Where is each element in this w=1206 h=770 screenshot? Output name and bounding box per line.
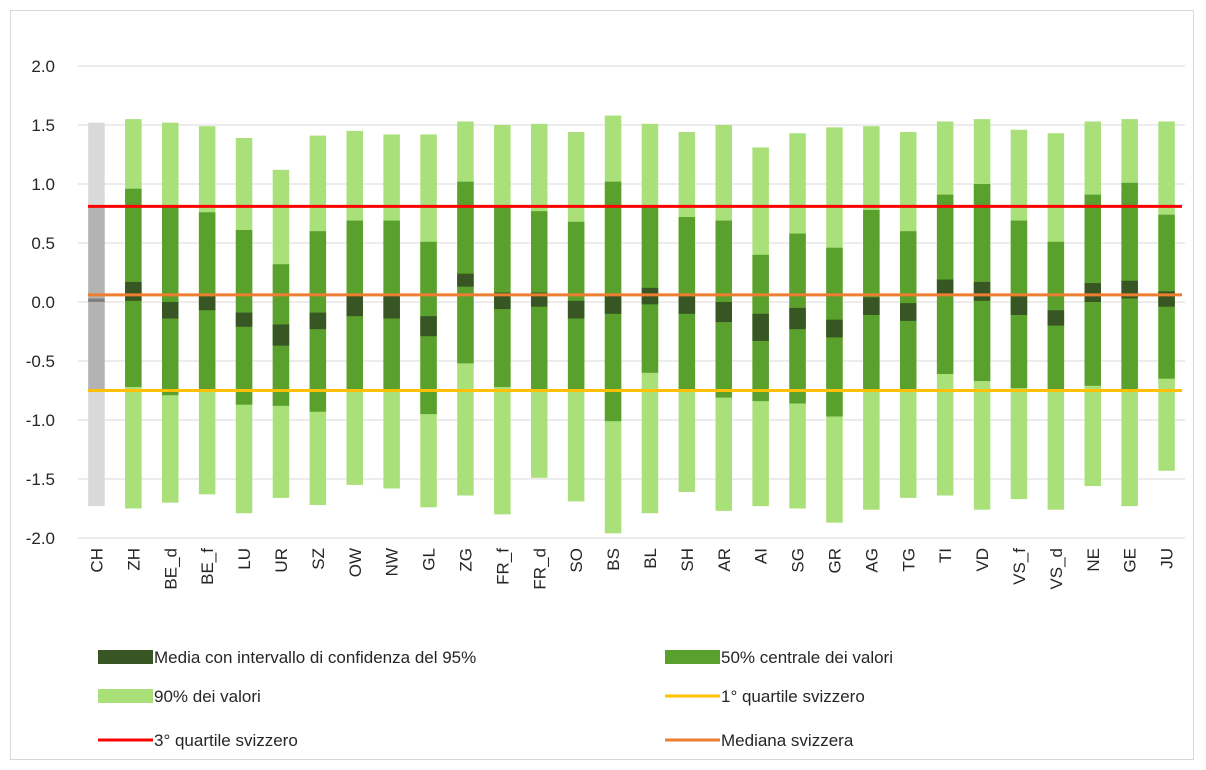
x-tick-label: AR (715, 548, 734, 572)
bar-ci-ur (272, 324, 290, 346)
y-tick-label: 0.0 (31, 293, 55, 312)
x-tick-label: AG (862, 548, 881, 573)
bar-ci-lu (235, 312, 253, 327)
legend-swatch (98, 689, 153, 703)
y-tick-label: 1.5 (31, 116, 55, 135)
legend-label: 1° quartile svizzero (721, 687, 865, 706)
bar-range50-zg (457, 181, 474, 364)
gridlines (78, 65, 1185, 539)
bar-ci-nw (383, 294, 400, 319)
x-tick-label: NE (1084, 548, 1103, 572)
bar-ci-vs_d (1047, 310, 1065, 326)
bar-ci-gr (826, 319, 843, 338)
x-tick-label: AI (752, 548, 771, 564)
x-tick-label: TI (936, 548, 955, 563)
legend-label: 3° quartile svizzero (154, 731, 298, 750)
x-tick-label: SO (567, 548, 586, 573)
bar-ci-sg (789, 307, 806, 330)
y-tick-label: -1.0 (26, 411, 55, 430)
bars (88, 115, 1175, 534)
y-tick-label: 0.5 (31, 234, 55, 253)
bar-ci-tg (900, 303, 917, 321)
x-tick-label: LU (235, 548, 254, 570)
y-tick-label: 1.0 (31, 175, 55, 194)
x-tick-label: BS (604, 548, 623, 571)
x-tick-label: FR_f (493, 548, 512, 585)
legend-label: Media con intervallo di confidenza del 9… (154, 648, 476, 667)
bar-ci-zh (125, 281, 142, 301)
x-axis: CH ZH BE_d BE_f LU UR SZ OW NW GL ZG FR_f FR_d SO BS BL… (87, 548, 1176, 590)
x-tick-label: GE (1121, 548, 1140, 573)
x-tick-label: ZH (124, 548, 143, 571)
x-tick-label: VD (973, 548, 992, 572)
bar-ci-ch (88, 298, 105, 302)
bar-ci-be_d (162, 302, 179, 319)
bar-ci-ti (936, 279, 954, 294)
x-tick-label: UR (272, 548, 291, 573)
reference-lines (88, 204, 1182, 392)
bar-ci-ai (752, 313, 769, 341)
bar-ci-sz (309, 312, 327, 330)
x-tick-label: BE_d (161, 548, 180, 590)
x-tick-label: SG (789, 548, 808, 573)
x-tick-label: VS_f (1010, 548, 1029, 585)
x-tick-label: JU (1158, 548, 1177, 569)
bar-ci-ow (346, 294, 363, 317)
bar-ci-be_f (198, 296, 216, 311)
bar-ci-ne (1084, 283, 1101, 302)
x-tick-label: BL (641, 548, 660, 569)
x-tick-label: SH (678, 548, 697, 572)
legend-label: 50% centrale dei valori (721, 648, 893, 667)
legend-label: 90% dei valori (154, 687, 261, 706)
y-tick-label: -1.5 (26, 470, 55, 489)
y-axis: 2.0 1.5 1.0 0.5 0.0 -0.5 -1.0 -1.5 -2.0 (26, 57, 55, 548)
bar-ci-gl (420, 316, 437, 337)
y-tick-label: -2.0 (26, 529, 55, 548)
legend: Media con intervallo di confidenza del 9… (98, 648, 893, 750)
bar-ci-so (567, 300, 585, 319)
x-tick-label: TG (899, 548, 918, 572)
x-tick-label: ZG (456, 548, 475, 572)
x-tick-label: FR_d (530, 548, 549, 590)
x-tick-label: GL (420, 548, 439, 571)
bar-ci-vs_f (1010, 296, 1028, 315)
bar-ci-ag (863, 297, 880, 315)
bar-ci-sh (678, 296, 696, 314)
x-tick-label: SZ (309, 548, 328, 570)
x-tick-label: NW (383, 548, 402, 576)
bar-range50-be_d (162, 206, 179, 396)
x-tick-label: OW (346, 548, 365, 577)
x-tick-label: GR (825, 548, 844, 574)
legend-swatch (98, 650, 153, 664)
bar-ci-bs (604, 294, 622, 314)
y-tick-label: -0.5 (26, 352, 55, 371)
x-tick-label: VS_d (1047, 548, 1066, 590)
bar-ci-zg (457, 273, 474, 287)
y-tick-label: 2.0 (31, 57, 55, 76)
x-tick-label: BE_f (198, 548, 217, 585)
bar-ci-fr_f (494, 292, 511, 310)
legend-swatch (665, 650, 720, 664)
x-tick-label: CH (87, 548, 106, 573)
bar-ci-vd (973, 281, 991, 301)
bar-ci-ar (715, 302, 732, 323)
legend-label: Mediana svizzera (721, 731, 854, 750)
